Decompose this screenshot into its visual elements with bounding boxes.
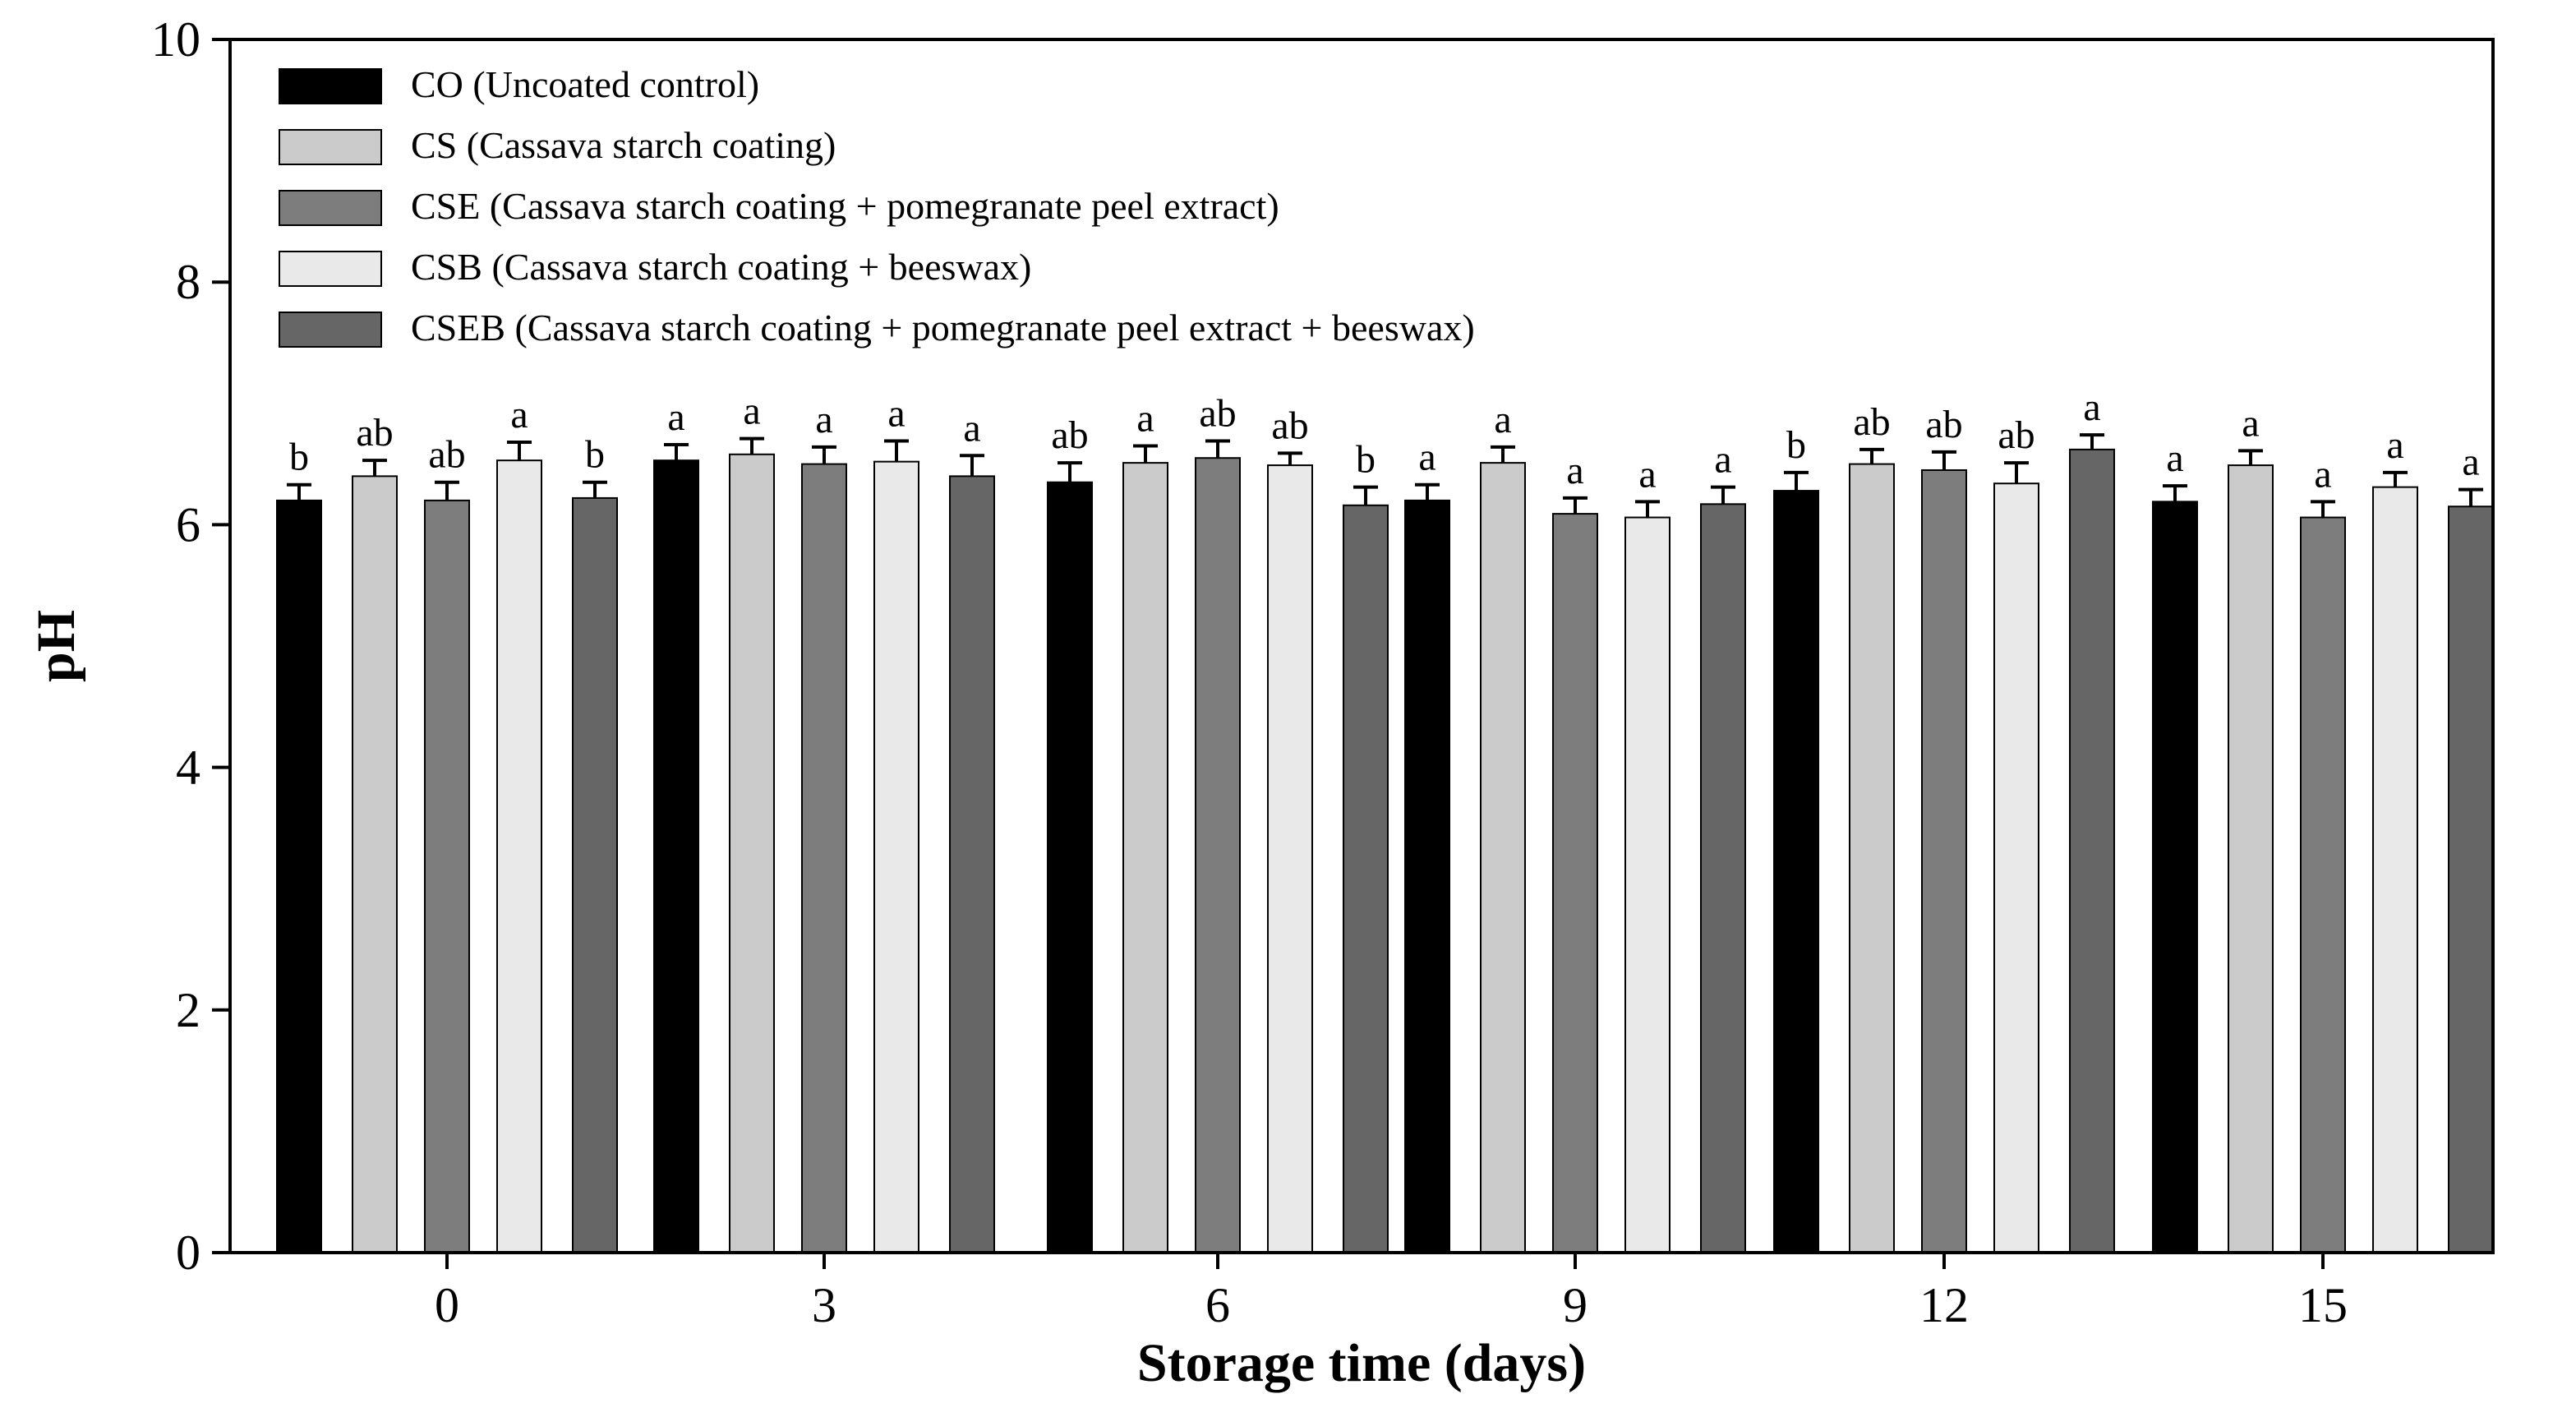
legend-label: CSEB (Cassava starch coating + pomegrana… [411,307,1475,348]
bar [2372,486,2418,1253]
bar [572,496,618,1253]
significance-label: b [289,436,309,479]
bar [352,475,398,1253]
significance-label: a [963,406,980,450]
bar [1773,490,1819,1253]
y-tick-label: 2 [176,983,200,1037]
significance-label: a [1494,398,1511,441]
significance-label: a [2242,401,2259,445]
y-axis: 0 2 4 6 8 10 [151,12,230,1280]
bar [2069,448,2115,1253]
x-tick-label: 12 [1919,1278,1969,1332]
bar [801,463,847,1253]
bar [2300,516,2346,1253]
legend-swatch [279,312,382,348]
significance-label: a [2314,452,2331,496]
significance-label: a [2386,423,2403,467]
bar [2448,505,2494,1253]
significance-label: ab [1853,400,1890,444]
legend: CO (Uncoated control) CS (Cassava starch … [279,63,1475,348]
bar [2228,464,2274,1253]
significance-label: a [1714,438,1731,482]
legend-label: CSE (Cassava starch coating + pomegranat… [411,185,1279,227]
significance-label: a [2083,385,2100,429]
legend-swatch [279,129,382,165]
significance-label: b [585,433,605,477]
x-axis-title: Storage time (days) [1137,1333,1586,1393]
bar [1480,462,1526,1253]
significance-label: a [815,398,832,441]
bar [496,459,542,1253]
bar [2152,501,2198,1253]
x-tick-label: 3 [812,1278,836,1332]
x-tick-label: 0 [435,1278,459,1332]
significance-label: a [743,390,760,433]
y-axis-title: pH [26,610,86,682]
bar [1047,481,1093,1253]
significance-label: b [1786,423,1806,467]
significance-label: a [510,393,528,436]
y-tick-label: 0 [176,1225,200,1280]
significance-label: a [1566,449,1583,492]
bar [1624,516,1670,1253]
legend-swatch [279,68,382,104]
bar [949,475,995,1253]
bar [1267,464,1313,1253]
significance-label: ab [1051,413,1088,457]
legend-swatch [279,251,382,287]
significance-label: a [2166,436,2183,480]
bar [1122,462,1168,1253]
y-tick-label: 10 [151,12,200,67]
legend-swatch [279,190,382,226]
bar [1404,499,1450,1253]
significance-label: a [887,392,905,436]
bar [653,459,699,1253]
plot-frame [228,38,2495,1254]
bar [1700,503,1746,1253]
bar [729,453,775,1253]
significance-label: ab [1199,392,1236,436]
significance-label: ab [1998,413,2035,457]
y-tick-label: 6 [176,497,200,552]
legend-label: CS (Cassava starch coating) [411,124,836,166]
significance-label: a [667,395,684,439]
bar [1343,504,1389,1253]
significance-label: ab [1925,403,1962,446]
x-tick-label: 9 [1563,1278,1588,1332]
bar [873,460,919,1253]
significance-label: ab [1271,404,1308,447]
bar [276,499,322,1253]
significance-label: a [1136,396,1154,440]
bar [1849,463,1895,1253]
bar [1921,468,1967,1253]
bar [1195,457,1241,1253]
legend-label: CO (Uncoated control) [411,63,759,105]
bar [1552,513,1598,1253]
x-tick-label: 15 [2298,1278,2348,1332]
significance-label: a [1418,436,1435,479]
significance-label: ab [428,433,465,477]
x-tick-label: 6 [1205,1278,1230,1332]
bar [424,499,470,1253]
legend-label: CSB (Cassava starch coating + beeswax) [411,246,1031,288]
y-tick-label: 8 [176,255,200,309]
significance-label: b [1356,438,1376,482]
bar [1993,482,2039,1253]
significance-label: ab [356,411,393,455]
significance-label: a [1638,452,1656,496]
x-axis: 0 3 6 9 12 15 [435,1253,2348,1332]
y-tick-label: 4 [176,741,200,795]
significance-label: a [2462,441,2479,484]
